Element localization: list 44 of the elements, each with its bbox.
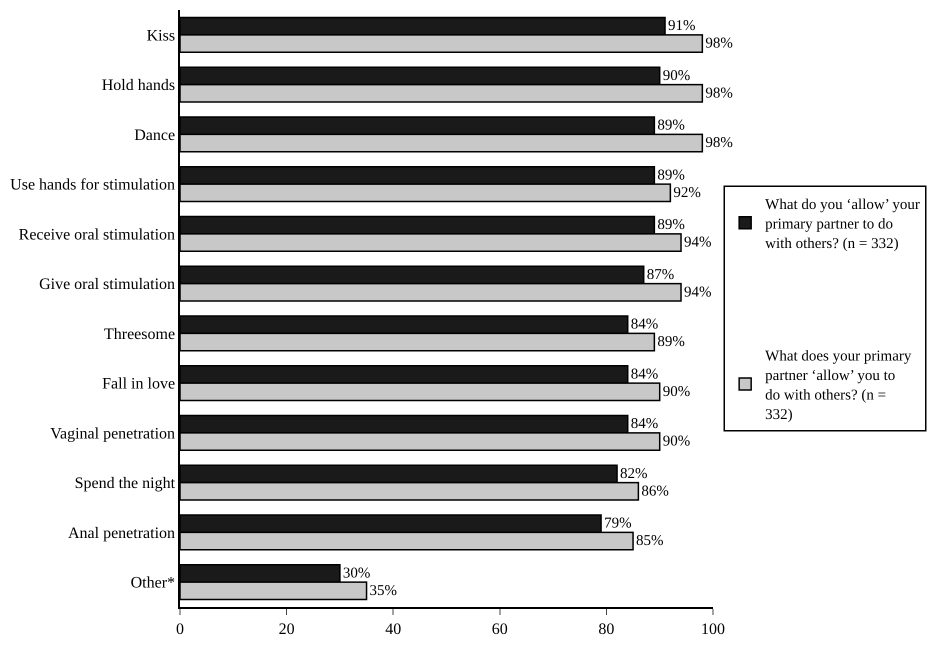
x-tick-label: 20 bbox=[278, 620, 295, 638]
data-label: 98% bbox=[705, 36, 733, 52]
y-tick-label: Kiss bbox=[146, 27, 176, 44]
y-tick-label: Vaginal penetration bbox=[50, 425, 176, 442]
legend-label: What does your primary partner ‘allow’ you to do with others? (n = 332) bbox=[765, 348, 912, 424]
data-label: 89% bbox=[657, 217, 685, 234]
data-label: 85% bbox=[636, 533, 664, 550]
data-label: 84% bbox=[630, 416, 658, 432]
data-label: 89% bbox=[657, 118, 685, 134]
y-tick-label: Spend the night bbox=[74, 475, 176, 492]
data-label: 91% bbox=[668, 18, 696, 34]
data-label: 84% bbox=[630, 366, 658, 382]
x-tick-label: 0 bbox=[176, 620, 184, 638]
y-tick-label: Use hands for stimulation bbox=[10, 176, 176, 194]
y-tick-label: Give oral stimulation bbox=[39, 276, 176, 294]
data-label: 89% bbox=[657, 167, 685, 184]
data-label: 94% bbox=[684, 234, 712, 251]
y-tick-label: Fall in love bbox=[102, 376, 176, 393]
data-label: 89% bbox=[657, 334, 685, 350]
y-tick-label: Receive oral stimulation bbox=[18, 226, 176, 244]
data-label: 98% bbox=[705, 135, 733, 152]
y-tick-label: Anal penetration bbox=[68, 524, 176, 542]
y-tick-label: Hold hands bbox=[102, 77, 176, 94]
data-label: 90% bbox=[662, 384, 690, 400]
x-tick-label: 60 bbox=[492, 620, 508, 638]
y-tick-label: Dance bbox=[134, 126, 176, 144]
data-label: 90% bbox=[662, 68, 690, 84]
data-label: 87% bbox=[646, 266, 674, 283]
x-tick-label: 40 bbox=[385, 620, 402, 638]
data-label: 84% bbox=[630, 316, 658, 333]
data-label: 79% bbox=[604, 516, 632, 532]
x-tick-label: 80 bbox=[598, 620, 614, 638]
data-label: 30% bbox=[342, 565, 370, 582]
data-label: 94% bbox=[684, 284, 712, 300]
data-label: 35% bbox=[370, 582, 398, 599]
data-label: 92% bbox=[673, 184, 701, 201]
x-tick-label: 100 bbox=[701, 620, 725, 638]
y-tick-label: Other* bbox=[130, 574, 176, 592]
data-label: 86% bbox=[641, 483, 669, 500]
y-tick-label: Threesome bbox=[104, 326, 176, 343]
data-label: 82% bbox=[620, 466, 648, 482]
data-label: 98% bbox=[705, 85, 733, 102]
legend-label: What do you ‘allow’ your primary partner to do with others? (n = 332) bbox=[765, 197, 920, 252]
data-label: 90% bbox=[662, 434, 690, 450]
